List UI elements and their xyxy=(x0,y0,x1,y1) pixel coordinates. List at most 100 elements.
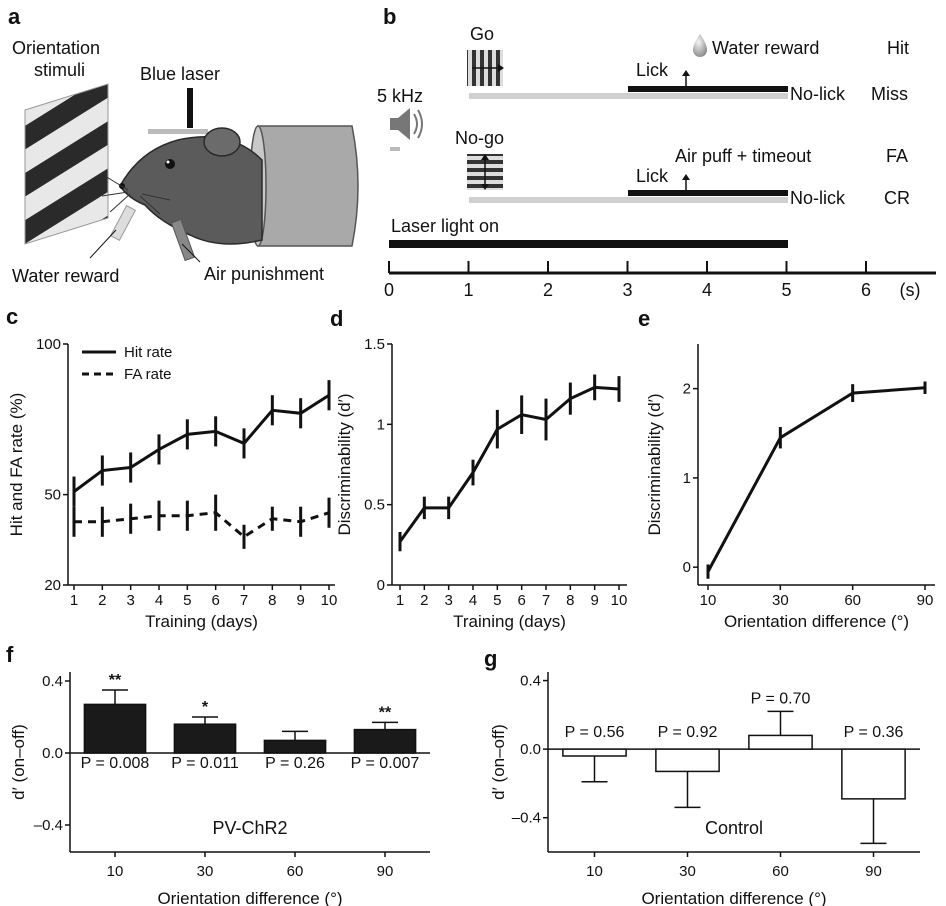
y-tick-label-2: –0.4 xyxy=(512,810,541,827)
laser-on-label: Laser light on xyxy=(391,216,499,236)
panel-c: 20 50 100 1 2 3 4 5 6 7 8 9 10 Training (days) Hit and… xyxy=(7,336,337,631)
y-tick-label-1: 0.0 xyxy=(42,745,63,762)
p-value-90: P = 0.007 xyxy=(351,755,420,772)
series-fa-rate-line xyxy=(74,511,330,539)
series-0-line xyxy=(706,386,926,573)
panel-g-label: g xyxy=(484,646,497,671)
go-label: Go xyxy=(470,24,494,44)
x-tick-label-2: 60 xyxy=(287,863,304,880)
significance-stars-10: ** xyxy=(109,672,122,689)
orientation-grating-image xyxy=(24,83,109,245)
bar-10 xyxy=(562,748,627,757)
x-tick-label-0: 10 xyxy=(586,863,603,880)
time-tick-label-1: 1 xyxy=(463,280,473,300)
x-tick-label-2: 60 xyxy=(772,863,789,880)
no-go-arrow-head-down xyxy=(481,184,489,190)
x-tick-label-9: 10 xyxy=(611,592,628,609)
miss-label: Miss xyxy=(871,84,908,104)
panel-f: 0.4 0.0 –0.4 10 ** P = 0.008 30 * P = 0.011 60 P =… xyxy=(9,672,430,906)
y-tick-label-3: 1.5 xyxy=(364,336,385,353)
x-tick-label-8: 9 xyxy=(590,592,598,609)
water-reward-pointer xyxy=(89,229,117,259)
y-tick-label-2: –0.4 xyxy=(34,817,63,834)
tone-bar xyxy=(390,147,400,151)
x-tick-label-2: 60 xyxy=(844,592,861,609)
cr-label: CR xyxy=(884,188,910,208)
p-value-30: P = 0.92 xyxy=(658,724,718,741)
mouse-illustration xyxy=(101,127,263,245)
panel-c-label: c xyxy=(6,304,18,329)
no-go-label: No-go xyxy=(455,128,504,148)
y-tick-label-0: 0.4 xyxy=(520,673,541,690)
time-tick-label-5: 5 xyxy=(781,280,791,300)
go-no-lick-label: No-lick xyxy=(790,84,846,104)
y-tick-label-1: 0.5 xyxy=(364,497,385,514)
time-axis: 0 1 2 3 4 5 6 (s) xyxy=(384,261,936,300)
time-tick-label-4: 4 xyxy=(702,280,712,300)
x-tick-label-0: 10 xyxy=(107,863,124,880)
air-puff-label: Air puff + timeout xyxy=(675,146,811,166)
panel-f-label: f xyxy=(6,642,14,667)
p-value-90: P = 0.36 xyxy=(844,724,904,741)
y-tick-label-1: 1 xyxy=(683,470,691,487)
water-drop-icon xyxy=(693,34,707,57)
panel-a: a Orientation stimuli Blue laser Water r… xyxy=(8,4,359,286)
x-axis-title: Training (days) xyxy=(145,612,258,631)
x-tick-label-1: 30 xyxy=(197,863,214,880)
laser-fiber xyxy=(187,88,193,128)
x-tick-label-5: 6 xyxy=(211,592,219,609)
orientation-stimuli-label-2: stimuli xyxy=(34,60,85,80)
water-reward-label: Water reward xyxy=(12,266,119,286)
x-tick-label-6: 7 xyxy=(542,592,550,609)
speaker-icon xyxy=(390,108,423,140)
water-spout xyxy=(109,204,137,242)
x-tick-label-3: 90 xyxy=(865,863,882,880)
hit-label: Hit xyxy=(887,38,909,58)
x-tick-label-8: 9 xyxy=(296,592,304,609)
x-tick-label-1: 30 xyxy=(772,592,789,609)
bar-60 xyxy=(748,734,813,750)
bar-90 xyxy=(841,748,906,800)
y-axis-title: d′ (on–off) xyxy=(9,724,28,800)
panel-d-label: d xyxy=(330,306,343,331)
time-tick-label-3: 3 xyxy=(622,280,632,300)
x-tick-label-4: 5 xyxy=(493,592,501,609)
y-tick-label-2: 2 xyxy=(683,381,691,398)
no-go-arrow-head-up xyxy=(481,154,489,160)
orientation-stimuli-label-1: Orientation xyxy=(12,38,100,58)
y-tick-label-0: 0 xyxy=(377,577,385,594)
y-tick-label-0: 0 xyxy=(683,559,691,576)
time-tick-label-0: 0 xyxy=(384,280,394,300)
panel-b: b Go 5 kHz Water reward Hit Lick No-lick… xyxy=(377,4,936,300)
water-reward-outcome: Water reward xyxy=(712,38,819,58)
x-tick-label-1: 2 xyxy=(420,592,428,609)
x-axis-title: Orientation difference (°) xyxy=(157,889,342,906)
panel-e-label: e xyxy=(638,306,650,331)
bar-30 xyxy=(173,723,237,754)
x-tick-label-4: 5 xyxy=(183,592,191,609)
bar-60 xyxy=(263,739,327,754)
legend-hit-label: Hit rate xyxy=(124,344,172,361)
x-tick-label-3: 90 xyxy=(917,592,934,609)
time-tick-label-6: 6 xyxy=(861,280,871,300)
x-tick-label-1: 30 xyxy=(679,863,696,880)
series-hit-rate-line xyxy=(73,393,330,493)
x-tick-label-9: 10 xyxy=(321,592,338,609)
air-punishment-pointer xyxy=(181,243,201,263)
no-go-lick-label: Lick xyxy=(636,166,669,186)
laser-headplate xyxy=(148,129,208,134)
y-axis-title: Discriminability (d′) xyxy=(335,393,354,535)
y-tick-label-0: 20 xyxy=(44,577,61,594)
x-tick-label-3: 90 xyxy=(377,863,394,880)
x-tick-label-0: 1 xyxy=(70,592,78,609)
air-punishment-label: Air punishment xyxy=(204,264,324,284)
no-go-trial-bar xyxy=(469,197,788,203)
fa-label: FA xyxy=(886,146,908,166)
y-tick-label-2: 100 xyxy=(36,336,61,353)
go-lick-arrow-head xyxy=(682,70,690,76)
x-tick-label-5: 6 xyxy=(517,592,525,609)
laser-on-bar xyxy=(389,240,788,248)
p-value-60: P = 0.70 xyxy=(751,690,811,707)
y-axis-title: d′ (on–off) xyxy=(489,724,508,800)
